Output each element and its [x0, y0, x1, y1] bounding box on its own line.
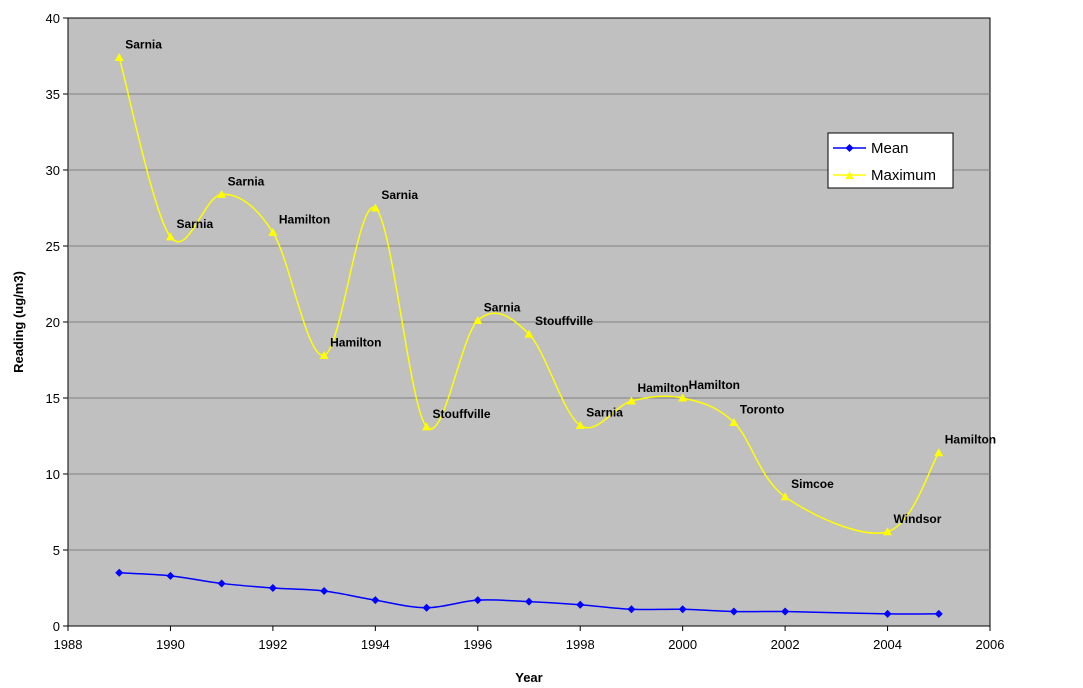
- x-tick-label: 2004: [873, 637, 902, 652]
- data-point-maximum: [422, 422, 432, 431]
- data-point-maximum: [883, 527, 893, 536]
- data-point-mean: [268, 584, 277, 592]
- data-point-maximum: [626, 396, 636, 405]
- series-group: [114, 53, 944, 618]
- data-point-maximum: [575, 420, 585, 429]
- data-point-mean: [217, 579, 226, 588]
- y-tick-label: 10: [46, 467, 60, 482]
- y-tick-label: 5: [53, 543, 60, 558]
- y-tick-label: 25: [46, 239, 60, 254]
- data-point-mean: [883, 609, 892, 618]
- y-tick-label: 30: [46, 163, 60, 178]
- data-point-maximum: [678, 393, 688, 402]
- data-point-maximum: [524, 329, 534, 338]
- point-label: Sarnia: [381, 188, 418, 202]
- data-point-mean: [678, 605, 687, 614]
- data-point-mean: [525, 597, 533, 606]
- y-tick-label: 15: [46, 391, 60, 406]
- x-tick-label: 1990: [156, 637, 185, 652]
- point-label: Sarnia: [228, 174, 265, 188]
- legend-maximum-label: Maximum: [871, 167, 936, 184]
- y-tick-label: 0: [53, 619, 60, 634]
- point-label: Hamilton: [945, 433, 996, 447]
- point-label: Toronto: [740, 402, 784, 416]
- point-label: Hamilton: [330, 335, 381, 349]
- x-axis-title: Year: [515, 670, 542, 685]
- data-point-maximum: [165, 232, 175, 241]
- data-point-mean: [627, 605, 636, 614]
- point-label: Hamilton: [637, 381, 688, 395]
- x-tick-label: 2006: [976, 637, 1005, 652]
- legend-mean-label: Mean: [871, 140, 909, 157]
- point-label: Sarnia: [484, 300, 521, 314]
- data-point-mean: [473, 596, 482, 605]
- x-tick-label: 1998: [566, 637, 595, 652]
- data-point-maximum: [268, 227, 278, 236]
- data-point-mean: [422, 603, 431, 612]
- data-point-maximum: [780, 492, 790, 501]
- x-tick-label: 1994: [361, 637, 390, 652]
- data-point-maximum: [319, 350, 329, 359]
- data-point-mean: [371, 596, 380, 605]
- data-point-mean: [729, 607, 738, 616]
- point-label: Windsor: [894, 512, 942, 526]
- point-label: Sarnia: [176, 217, 213, 231]
- y-tick-label: 40: [46, 11, 60, 26]
- data-point-maximum: [729, 417, 739, 426]
- data-point-mean: [320, 587, 329, 596]
- point-label: Stouffville: [535, 314, 593, 328]
- point-label: Sarnia: [586, 405, 623, 419]
- data-point-mean: [781, 607, 790, 616]
- legend-mean-marker: [845, 144, 854, 152]
- data-point-mean: [934, 609, 943, 618]
- data-point-mean: [576, 600, 585, 609]
- data-point-maximum: [114, 53, 124, 62]
- data-point-maximum: [217, 189, 227, 198]
- point-label: Simcoe: [791, 477, 834, 491]
- point-label: Hamilton: [689, 378, 740, 392]
- point-label: Stouffville: [433, 407, 491, 421]
- data-point-maximum: [934, 448, 944, 457]
- y-axis-title: Reading (ug/m3): [11, 271, 26, 373]
- axes: 0 5 10 15 20 25 30 35 40 1988 1990 1992 1994 1996 1998…: [46, 11, 1005, 652]
- data-point-maximum: [473, 315, 483, 324]
- point-label: Sarnia: [125, 38, 162, 52]
- y-tick-label: 20: [46, 315, 60, 330]
- point-label: Hamilton: [279, 212, 330, 226]
- series-line-maximum: [118, 57, 940, 534]
- legend: Mean Maximum: [827, 132, 954, 189]
- point-labels: SarniaSarniaSarniaHamiltonHamiltonSarnia…: [125, 38, 996, 526]
- x-tick-label: 2000: [668, 637, 697, 652]
- data-point-mean: [115, 568, 124, 577]
- y-tick-label: 35: [46, 87, 60, 102]
- x-tick-label: 1996: [463, 637, 492, 652]
- data-point-mean: [166, 571, 175, 580]
- series-line-mean: [119, 572, 939, 615]
- legend-maximum-marker: [845, 171, 854, 179]
- x-tick-label: 2002: [771, 637, 800, 652]
- x-tick-label: 1992: [258, 637, 287, 652]
- data-point-maximum: [370, 203, 380, 212]
- x-tick-label: 1988: [54, 637, 83, 652]
